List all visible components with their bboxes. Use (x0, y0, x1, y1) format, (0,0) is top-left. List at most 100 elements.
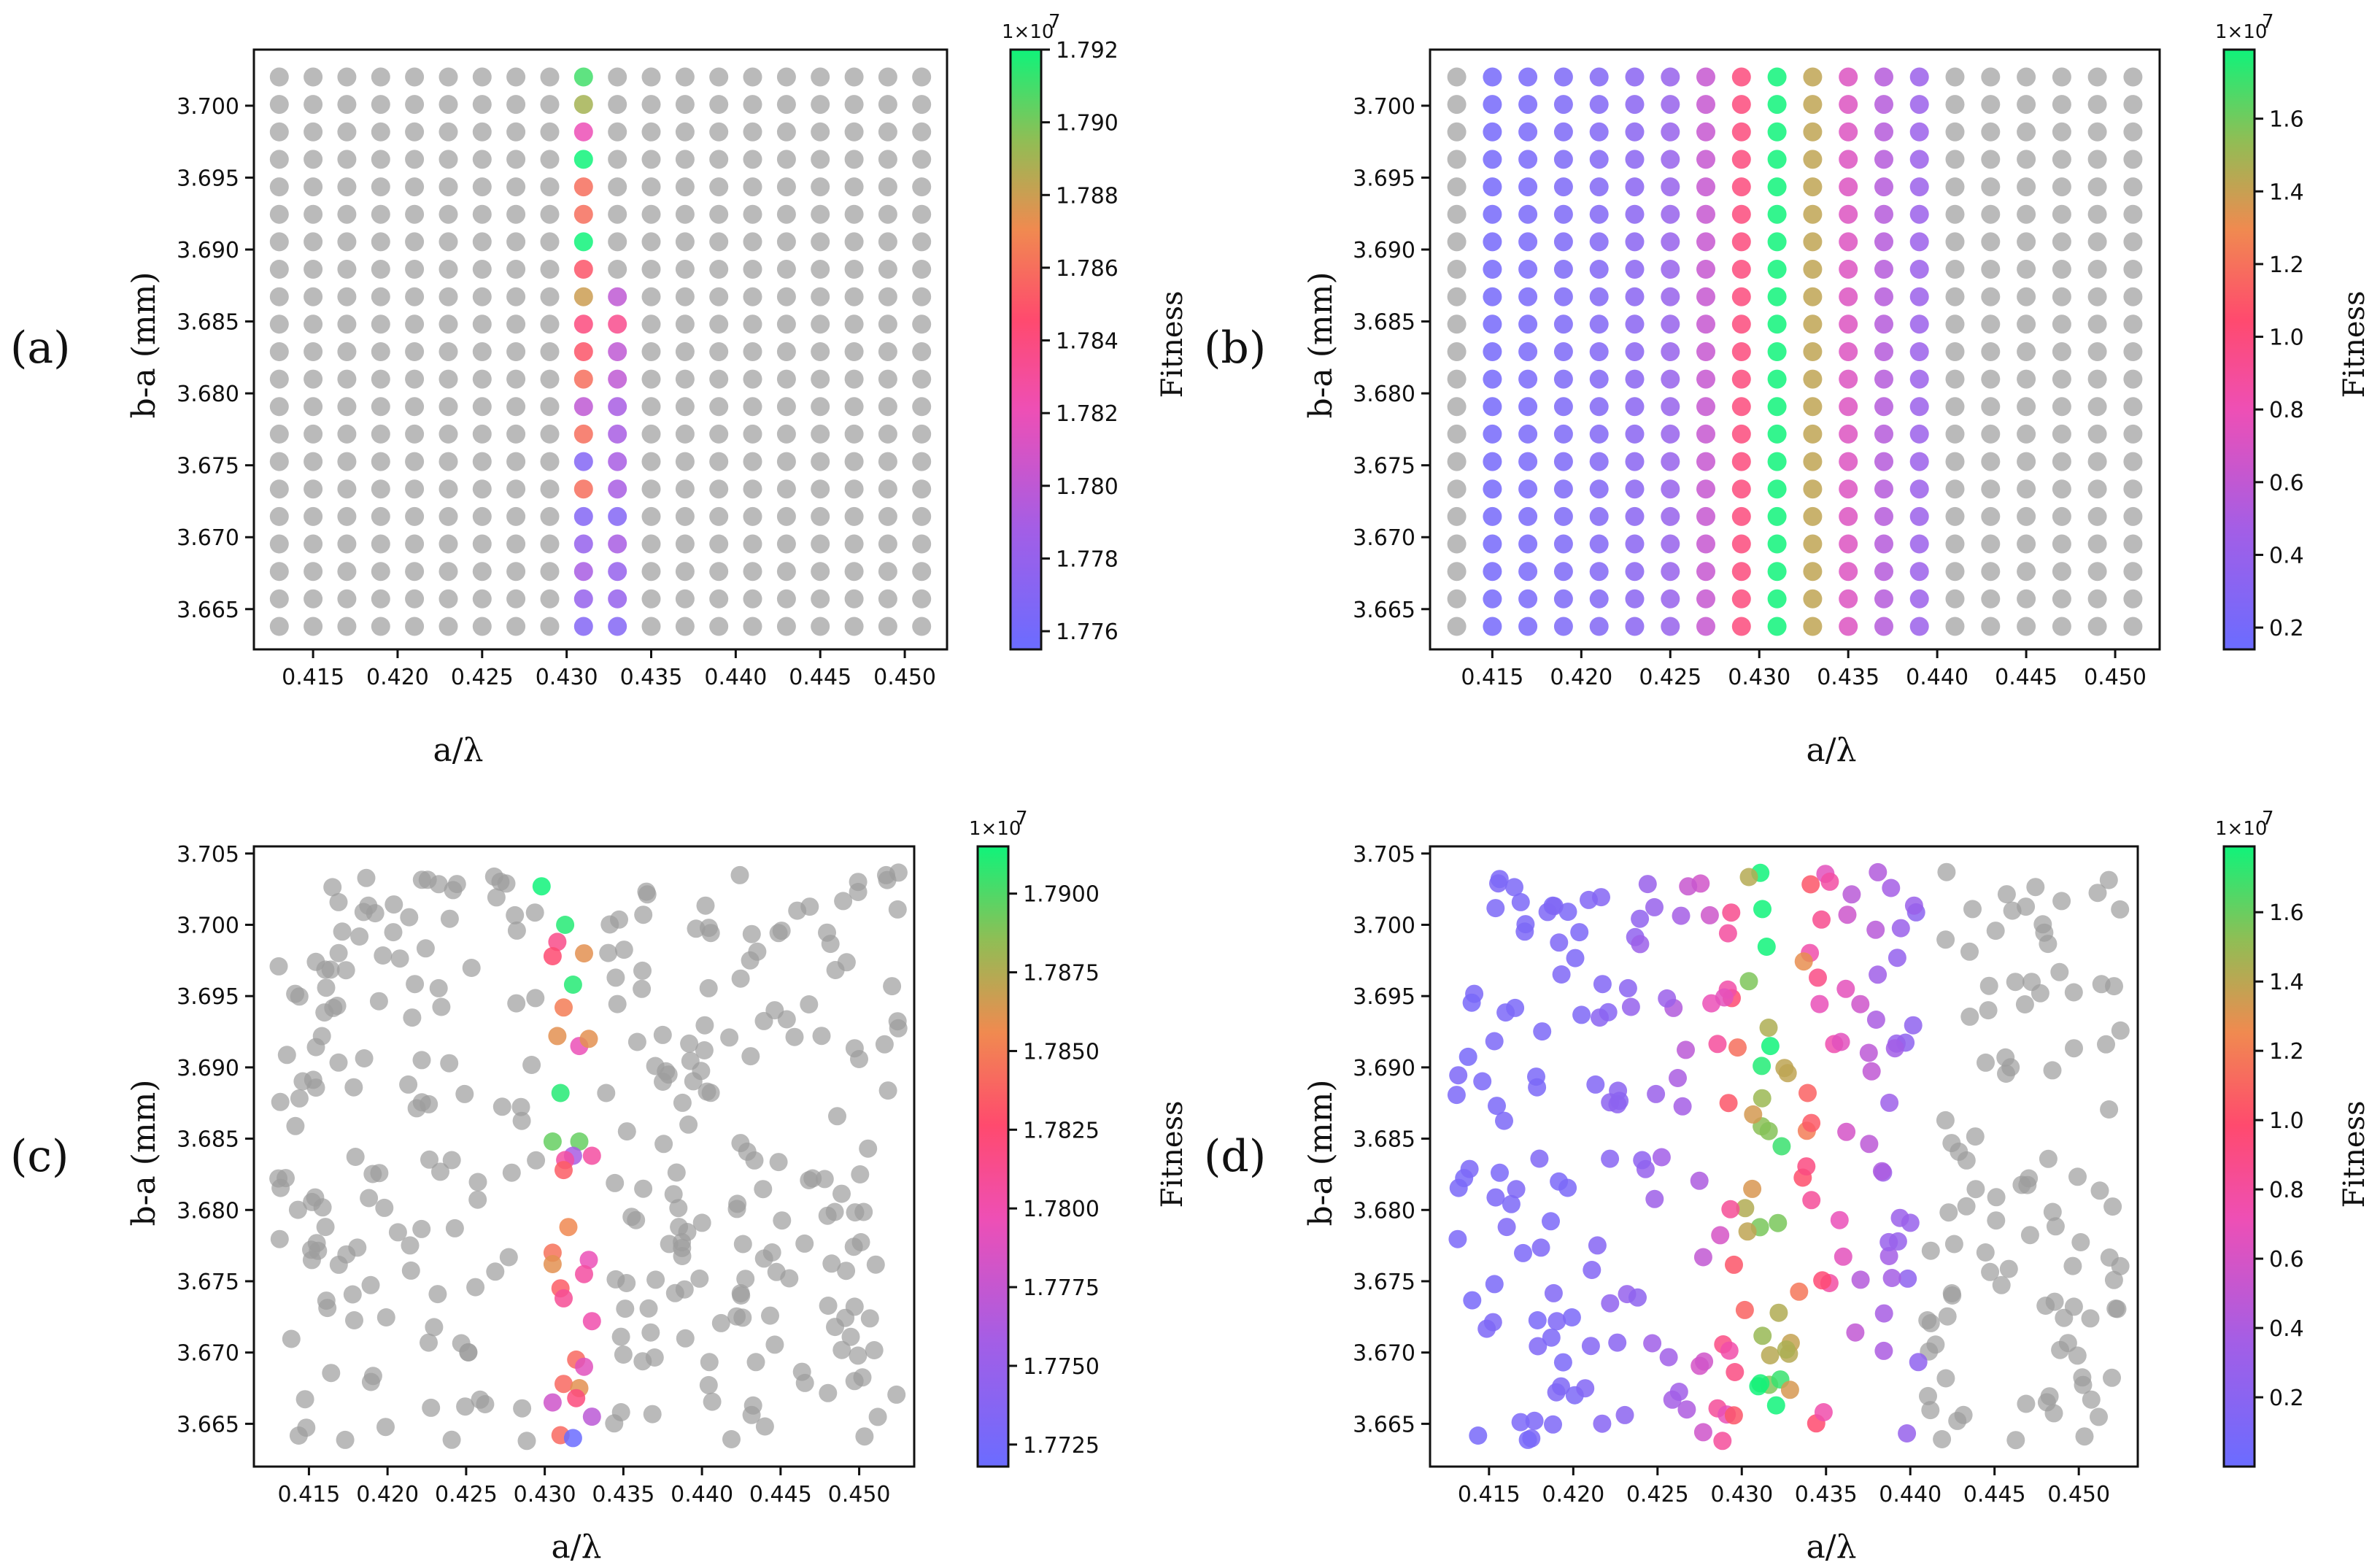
data-point (2090, 1181, 2109, 1200)
colorbar-tick-label: 1.7850 (1023, 1039, 1100, 1065)
data-point (1696, 177, 1715, 197)
data-point (866, 1255, 885, 1274)
data-point (1731, 369, 1751, 389)
data-point (1625, 424, 1645, 444)
data-point (405, 314, 425, 334)
y-tick-label: 3.700 (177, 94, 239, 120)
data-point (548, 932, 567, 951)
data-point (468, 1173, 487, 1192)
data-point (405, 342, 425, 361)
data-point (2087, 506, 2107, 526)
data-point (1589, 562, 1609, 582)
data-point (337, 534, 357, 554)
data-point (1767, 122, 1787, 142)
x-tick-label: 0.440 (1906, 665, 1968, 690)
x-tick-label: 0.435 (1817, 665, 1879, 690)
data-point (1942, 1134, 1961, 1153)
data-point (2123, 617, 2143, 636)
data-point (849, 883, 868, 901)
data-point (399, 1075, 418, 1094)
data-point (1486, 1188, 1505, 1207)
panel-c: (c) b-a (mm) a/λ Fitness 0.415 0.420 0.425… (10, 808, 1189, 1566)
data-point (614, 941, 633, 959)
data-point (675, 95, 695, 115)
x-tick-label: 0.450 (873, 665, 936, 690)
data-point (1696, 260, 1715, 279)
data-point (811, 562, 830, 582)
data-point (455, 1084, 474, 1103)
data-point (1803, 342, 1823, 361)
data-point (811, 589, 830, 609)
data-point (337, 232, 357, 252)
data-point (1731, 342, 1751, 361)
data-point (2039, 1149, 2058, 1168)
data-point (582, 1312, 601, 1331)
data-point (1945, 260, 1965, 279)
data-point (755, 1417, 774, 1436)
data-point (506, 204, 526, 224)
data-point (1447, 232, 1467, 252)
data-point (1837, 1122, 1856, 1141)
data-point (1589, 204, 1609, 224)
data-point (567, 1389, 586, 1407)
data-point (912, 122, 932, 142)
y-tick-label: 3.670 (1353, 1341, 1415, 1367)
data-point (1909, 1353, 1928, 1372)
data-point (487, 888, 506, 907)
colorbar-tick-label: 1.790 (1056, 111, 1118, 136)
data-point (844, 617, 864, 636)
data-point (1589, 177, 1609, 197)
data-point (540, 204, 560, 224)
data-point (406, 975, 425, 994)
data-point (1618, 978, 1637, 997)
data-point (405, 67, 425, 87)
data-point (776, 452, 796, 471)
data-point (573, 397, 593, 417)
data-point (811, 452, 830, 471)
data-point (1562, 1308, 1581, 1326)
colorbar-tick-label: 1.782 (1056, 401, 1118, 427)
data-point (1981, 369, 2001, 389)
data-point (646, 1270, 665, 1289)
data-point (1518, 150, 1538, 169)
data-point (354, 903, 373, 922)
colorbar-tick-label: 1.2 (2269, 252, 2304, 278)
data-point (1909, 150, 1929, 169)
data-point (855, 1427, 874, 1446)
data-point (773, 1211, 792, 1230)
data-point (1553, 562, 1573, 582)
data-point (821, 935, 840, 954)
data-point (2087, 562, 2107, 582)
data-point (371, 122, 390, 142)
colorbar-tick-label: 1.792 (1056, 38, 1118, 63)
data-point (1615, 1405, 1634, 1424)
data-point (304, 369, 323, 389)
data-point (1553, 452, 1573, 471)
data-point (2087, 260, 2107, 279)
data-point (361, 1275, 380, 1294)
data-point (1591, 1008, 1609, 1027)
data-point (1677, 1040, 1695, 1059)
data-point (1502, 1194, 1521, 1213)
data-point (476, 1395, 495, 1413)
colorbar (978, 846, 1008, 1467)
data-point (776, 95, 796, 115)
data-point (401, 1236, 420, 1255)
data-point (608, 67, 627, 87)
data-point (1553, 122, 1573, 142)
data-point (2111, 1256, 2130, 1275)
data-point (1514, 1243, 1532, 1262)
data-point (743, 232, 762, 252)
data-point (1803, 562, 1823, 582)
data-point (2017, 67, 2036, 87)
data-point (371, 617, 390, 636)
data-point (1593, 975, 1612, 994)
data-point (2017, 452, 2036, 471)
data-point (371, 424, 390, 444)
data-point (754, 1180, 773, 1199)
data-point (1631, 935, 1650, 954)
data-point (2123, 287, 2143, 306)
data-point (1874, 617, 1893, 636)
data-point (1767, 397, 1787, 417)
data-point (1518, 314, 1538, 334)
